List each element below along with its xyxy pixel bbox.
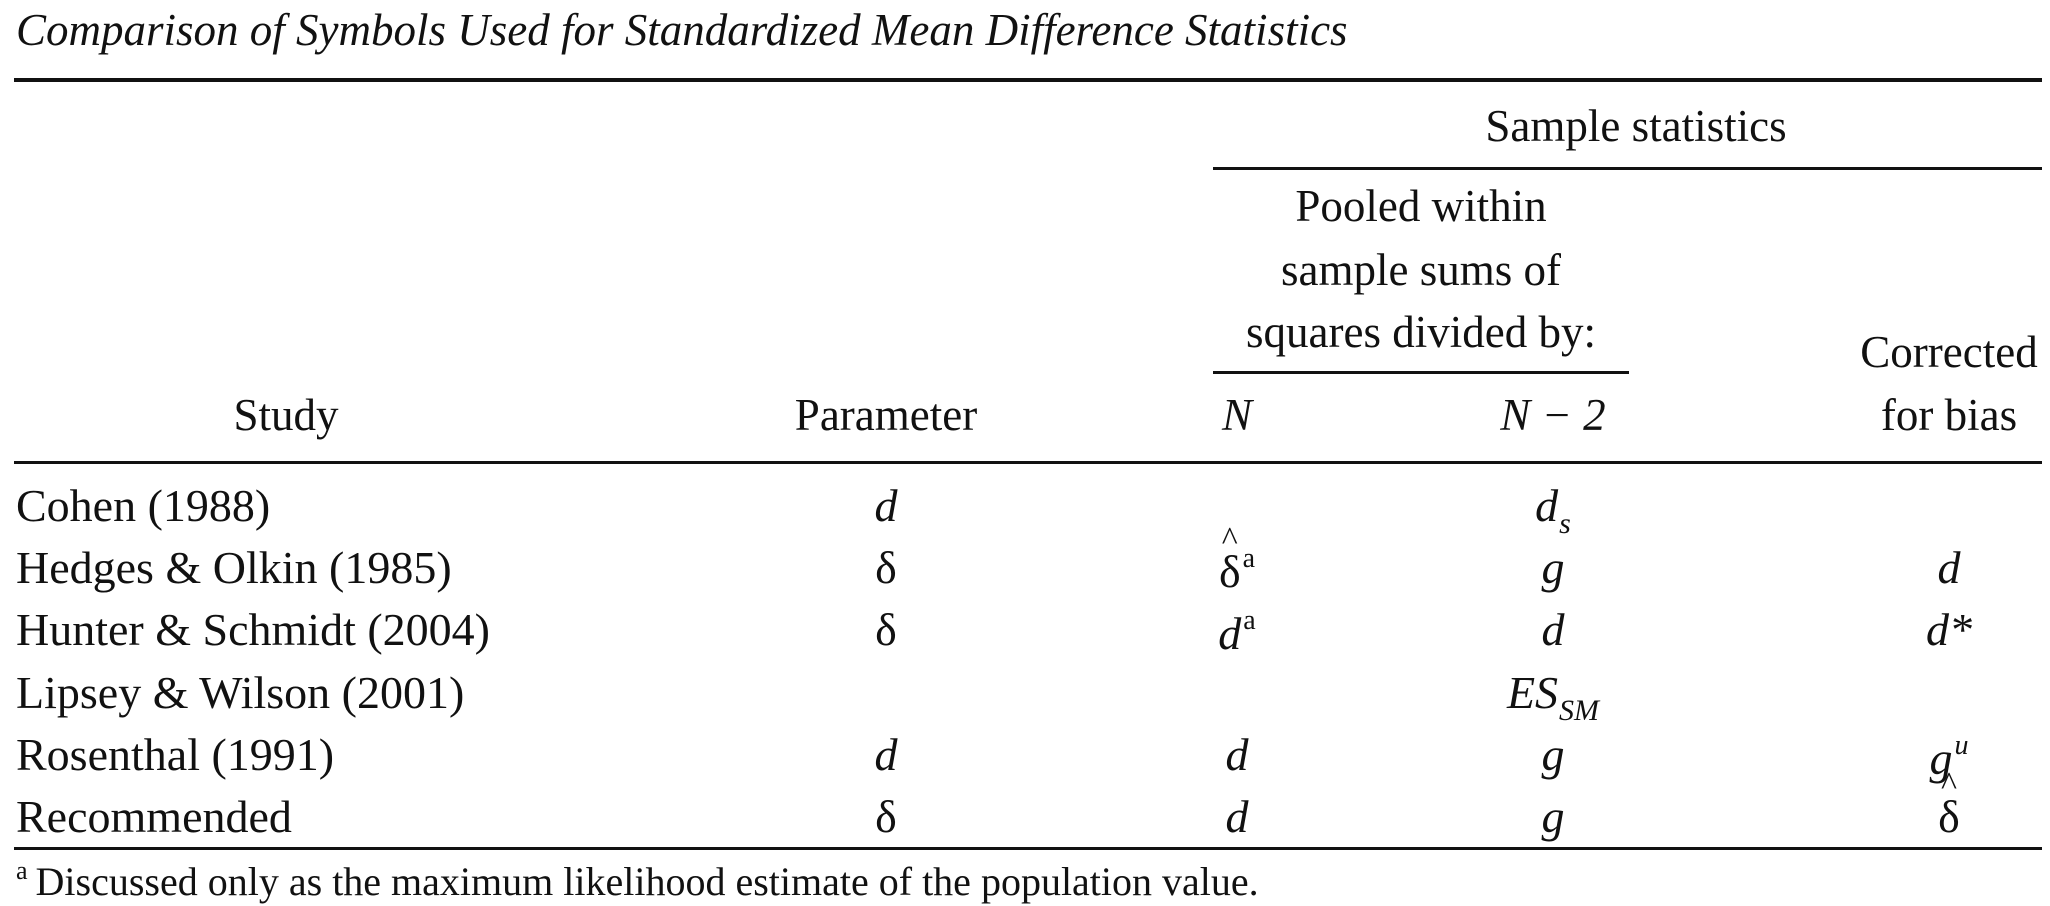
- header-pooled-line-2: sample sums of: [1281, 245, 1561, 295]
- table-row-n: δa: [1219, 545, 1255, 595]
- top-rule: [14, 78, 2042, 82]
- header-corrected-line-1: Corrected: [1860, 327, 2038, 377]
- header-n-minus-2: N − 2: [1500, 390, 1606, 440]
- table-row-study: Recommended: [16, 791, 292, 842]
- footnote-text: Discussed only as the maximum likelihood…: [35, 859, 1259, 904]
- table-footnote: a Discussed only as the maximum likelihoo…: [16, 858, 1259, 902]
- table-row-n: da: [1218, 605, 1256, 659]
- table-row-corrected: d*: [1926, 604, 1972, 655]
- header-corrected-line-2: for bias: [1880, 390, 2018, 440]
- table-row-corrected: d: [1937, 542, 1961, 593]
- table-row-parameter: δ: [875, 604, 897, 655]
- sample-statistics-rule: [1213, 167, 2042, 170]
- header-study: Study: [233, 390, 339, 440]
- header-pooled-line-3: squares divided by:: [1246, 307, 1596, 357]
- table-row-n-minus-2: g: [1541, 791, 1565, 842]
- table-row-n-minus-2: g: [1541, 729, 1565, 780]
- table-row-parameter: d: [874, 480, 898, 531]
- table-row-corrected: δ: [1938, 794, 1960, 840]
- table-row-study: Lipsey & Wilson (2001): [16, 667, 465, 718]
- table-row-parameter: δ: [875, 791, 897, 842]
- table-caption: Comparison of Symbols Used for Standardi…: [16, 5, 1348, 55]
- table-row-n-minus-2: g: [1541, 542, 1565, 593]
- table-row-parameter: δ: [875, 542, 897, 593]
- header-parameter: Parameter: [794, 390, 978, 440]
- table-row-study: Cohen (1988): [16, 480, 271, 531]
- table-row-study: Rosenthal (1991): [16, 729, 335, 780]
- table-row-study: Hunter & Schmidt (2004): [16, 604, 490, 655]
- table-row-n-minus-2: d: [1541, 604, 1565, 655]
- table-row-pooled-merged: ds: [1535, 480, 1571, 540]
- body-bottom-rule: [14, 847, 2042, 850]
- table-row-n: d: [1225, 729, 1249, 780]
- footnote-marker: a: [16, 856, 28, 885]
- header-pooled-line-1: Pooled within: [1295, 181, 1547, 231]
- header-bottom-rule: [14, 461, 2042, 464]
- header-sample-statistics: Sample statistics: [1485, 101, 1787, 151]
- pooled-rule: [1213, 371, 1629, 374]
- table-row-study: Hedges & Olkin (1985): [16, 542, 452, 593]
- table-row-parameter: d: [874, 729, 898, 780]
- table-row-pooled-merged: ESSM: [1506, 667, 1600, 727]
- header-n: N: [1221, 390, 1253, 440]
- table-row-n: d: [1225, 791, 1249, 842]
